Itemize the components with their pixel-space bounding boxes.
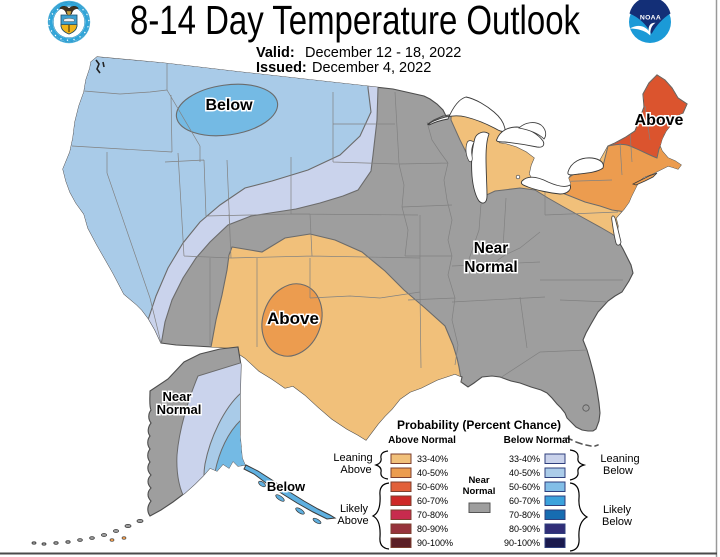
svg-text:December 12 - 18, 2022: December 12 - 18, 2022 [305,45,461,61]
svg-text:Normal: Normal [157,402,202,417]
svg-text:40-50%: 40-50% [509,468,540,478]
svg-text:Above Normal: Above Normal [388,435,456,446]
svg-text:Normal: Normal [463,486,496,497]
svg-text:50-60%: 50-60% [509,482,540,492]
svg-text:Near: Near [163,389,192,404]
svg-text:Near: Near [468,475,489,486]
svg-text:50-60%: 50-60% [417,482,448,492]
svg-text:Below Normal: Below Normal [504,435,571,446]
svg-text:60-70%: 60-70% [417,496,448,506]
svg-text:8-14 Day Temperature Outlook: 8-14 Day Temperature Outlook [130,0,580,43]
svg-text:70-80%: 70-80% [509,510,540,520]
svg-text:70-80%: 70-80% [417,510,448,520]
svg-text:40-50%: 40-50% [417,468,448,478]
svg-text:80-90%: 80-90% [417,524,448,534]
svg-text:90-100%: 90-100% [504,538,540,548]
svg-text:Issued:: Issued: [256,60,307,76]
svg-text:Above: Above [267,309,319,328]
svg-text:Below: Below [602,516,632,528]
svg-text:Near: Near [474,240,508,257]
svg-text:Leaning: Leaning [600,453,639,465]
svg-text:Above: Above [340,464,371,476]
svg-text:Likely: Likely [340,503,369,515]
svg-text:Below: Below [205,97,253,114]
svg-text:Normal: Normal [464,259,517,276]
svg-text:33-40%: 33-40% [417,454,448,464]
svg-text:December 4, 2022: December 4, 2022 [312,60,431,76]
svg-text:33-40%: 33-40% [509,454,540,464]
svg-text:Below: Below [267,479,306,494]
svg-text:NOAA: NOAA [640,15,661,22]
svg-text:80-90%: 80-90% [509,524,540,534]
svg-text:Above: Above [337,515,368,527]
svg-text:Probability (Percent Chance): Probability (Percent Chance) [397,418,561,432]
svg-text:90-100%: 90-100% [417,538,453,548]
svg-text:Likely: Likely [603,504,632,516]
svg-text:Valid:: Valid: [256,45,295,61]
svg-text:60-70%: 60-70% [509,496,540,506]
svg-text:Below: Below [603,465,633,477]
svg-text:Leaning: Leaning [333,452,372,464]
svg-text:Above: Above [635,112,684,129]
